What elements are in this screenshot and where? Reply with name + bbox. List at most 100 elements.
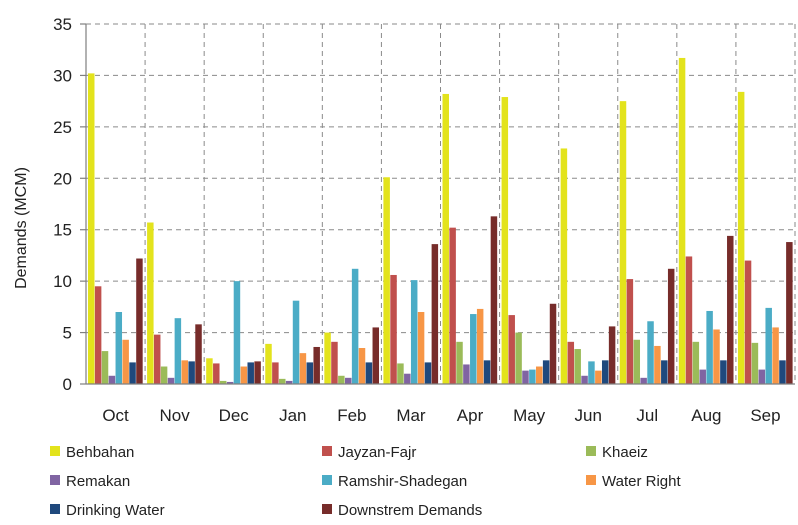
- legend-swatch: [586, 446, 596, 456]
- bar: [129, 362, 136, 384]
- legend-swatch: [50, 475, 60, 485]
- x-tick-label: Mar: [396, 406, 426, 425]
- bar: [470, 314, 477, 384]
- bar: [265, 343, 272, 384]
- legend-swatch: [50, 504, 60, 514]
- bar: [136, 258, 143, 384]
- y-tick-label: 35: [53, 15, 72, 34]
- bar: [758, 369, 766, 384]
- x-tick-label: Jan: [279, 406, 306, 425]
- bar: [560, 148, 568, 384]
- bar: [181, 360, 188, 384]
- bar: [515, 332, 522, 384]
- bar: [449, 227, 456, 384]
- bar: [122, 339, 129, 384]
- bar: [456, 341, 463, 384]
- bar: [737, 91, 745, 384]
- legend: Behbahan Jayzan-Fajr Khaeiz Remakan Ramshir-…: [50, 444, 681, 519]
- bar: [661, 360, 668, 384]
- bar: [101, 351, 109, 384]
- bar: [372, 327, 380, 384]
- bar: [285, 380, 293, 384]
- bar: [588, 361, 595, 384]
- bar: [279, 378, 286, 384]
- bar: [174, 318, 182, 384]
- bar: [424, 362, 432, 384]
- bar: [529, 369, 536, 384]
- x-tick-labels: Oct Nov Dec Jan Feb Mar Apr May Jun Jul Aug Sep: [102, 406, 780, 425]
- bar: [685, 256, 693, 384]
- x-tick-label: Dec: [219, 406, 250, 425]
- bar: [595, 370, 602, 384]
- bar: [240, 366, 248, 384]
- bar: [160, 366, 168, 384]
- bar: [351, 268, 359, 384]
- bar: [574, 349, 581, 384]
- bar: [188, 361, 195, 384]
- bar: [699, 369, 706, 384]
- bar: [772, 327, 779, 384]
- legend-swatch: [50, 446, 60, 456]
- bar: [226, 381, 234, 384]
- bar: [324, 332, 331, 384]
- bar: [153, 334, 161, 384]
- y-axis-title: Demands (MCM): [13, 167, 30, 289]
- legend-label: Drinking Water: [66, 502, 165, 519]
- legend-swatch: [322, 446, 332, 456]
- legend-label: Jayzan-Fajr: [338, 444, 416, 461]
- legend-label: Ramshir-Shadegan: [338, 473, 467, 490]
- bar: [581, 375, 588, 384]
- legend-label: Khaeiz: [602, 444, 648, 461]
- x-tick-label: Jun: [574, 406, 601, 425]
- bar: [549, 303, 557, 384]
- bar: [292, 300, 300, 384]
- bar: [765, 307, 772, 384]
- bar: [567, 341, 575, 384]
- x-tick-label: Aug: [691, 406, 721, 425]
- bar: [706, 310, 713, 384]
- bar: [786, 242, 793, 384]
- legend-label: Remakan: [66, 473, 130, 490]
- bar: [779, 360, 786, 384]
- legend-label: Behbahan: [66, 444, 134, 461]
- x-tick-label: Oct: [102, 406, 129, 425]
- bar: [108, 375, 116, 384]
- bar: [397, 363, 404, 384]
- bar: [313, 346, 320, 384]
- x-tick-label: Jul: [636, 406, 658, 425]
- bar: [463, 364, 470, 384]
- bar: [206, 358, 213, 384]
- bar: [640, 377, 647, 384]
- bar: [490, 216, 498, 384]
- bar: [442, 93, 449, 384]
- bar: [522, 370, 529, 384]
- x-tick-label: Nov: [160, 406, 191, 425]
- bar: [410, 280, 418, 384]
- y-tick-label: 30: [53, 66, 72, 85]
- bar: [383, 177, 390, 384]
- bars: [88, 57, 793, 385]
- legend-swatch: [586, 475, 596, 485]
- bar: [272, 362, 279, 384]
- bar: [254, 361, 261, 384]
- bar: [727, 235, 734, 384]
- bar: [431, 244, 439, 384]
- bar: [147, 222, 154, 384]
- bar: [483, 360, 491, 384]
- y-tick-label: 0: [63, 375, 72, 394]
- bar: [94, 286, 102, 384]
- bar: [608, 326, 616, 384]
- x-tick-label: Feb: [337, 406, 366, 425]
- bar: [417, 312, 425, 384]
- bar: [654, 345, 661, 384]
- bar: [713, 329, 720, 384]
- y-tick-label: 20: [53, 169, 72, 188]
- bar: [195, 324, 202, 384]
- legend-swatch: [322, 475, 332, 485]
- bar: [404, 373, 411, 384]
- bar: [536, 366, 543, 384]
- y-tick-label: 10: [53, 272, 72, 291]
- x-tick-label: Apr: [457, 406, 484, 425]
- bar: [219, 380, 227, 384]
- bar: [358, 348, 366, 384]
